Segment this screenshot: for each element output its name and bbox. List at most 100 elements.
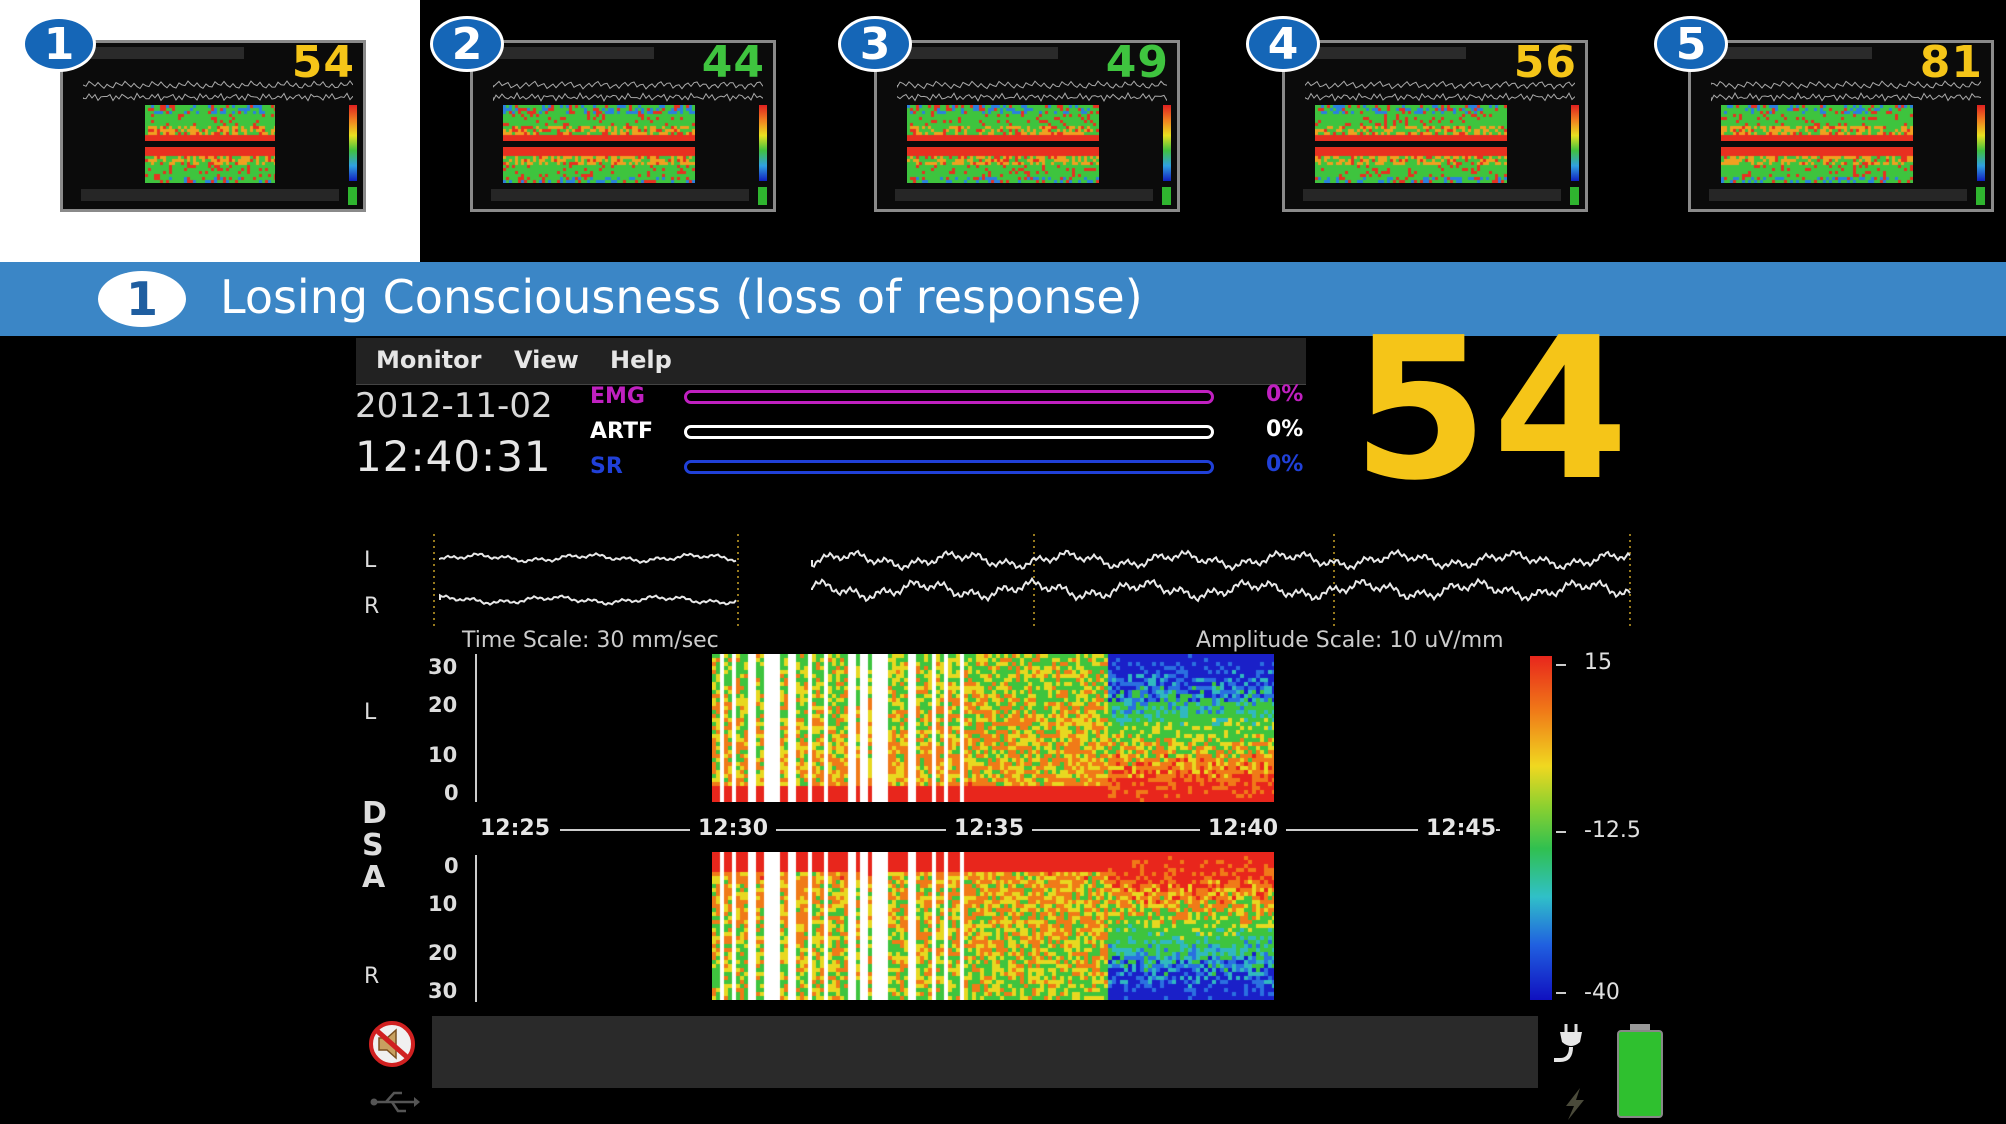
thumbnail-color-scale <box>1571 105 1579 181</box>
dsa-channel-right: R <box>364 964 379 989</box>
dsa-bottom-tick: 20 <box>428 941 457 965</box>
thumbnail-dsa <box>1721 105 1913 141</box>
thumbnail-dsa <box>145 105 275 141</box>
dsa-bottom-tick: 0 <box>444 854 459 878</box>
thumbnail-eeg-trace <box>493 77 763 105</box>
thumbnail-eeg-trace <box>1711 77 1981 105</box>
thumbnail-dsa <box>1315 105 1507 141</box>
dsa-bottom-tick: 30 <box>428 979 457 1003</box>
thumbnail-battery-icon <box>1162 187 1171 205</box>
dsa-color-scale-bar <box>1530 656 1552 1000</box>
thumbnail-color-scale <box>759 105 767 181</box>
dsa-letter-s: S <box>362 828 384 863</box>
eeg-trace-right <box>812 579 1630 601</box>
thumbnail-color-scale <box>1163 105 1171 181</box>
color-scale-tick-mark <box>1556 992 1566 994</box>
thumbnail-eeg-trace <box>1305 77 1575 105</box>
thumbnail-color-scale <box>1977 105 1985 181</box>
thumbnail-event-bar <box>1709 189 1967 201</box>
thumbnail-dsa <box>907 147 1099 183</box>
thumbnail-number-badge[interactable]: 1 <box>22 16 96 72</box>
color-scale-tick-mark <box>1556 664 1566 666</box>
thumbnail-color-scale <box>349 105 357 181</box>
dsa-top-tick: 30 <box>428 655 457 679</box>
thumbnail-battery-icon <box>758 187 767 205</box>
time-tick: 12:30 <box>690 816 776 841</box>
thumbnail-event-bar <box>491 189 749 201</box>
thumbnail-number-badge[interactable]: 3 <box>838 16 912 72</box>
psi-score: 54 <box>1352 312 1633 508</box>
thumbnail-event-bar <box>1303 189 1561 201</box>
dsa-bottom-tick: 10 <box>428 892 457 916</box>
emg-bar <box>684 390 1214 404</box>
thumbnail-dsa <box>503 147 695 183</box>
thumbnail-2[interactable]: 44 <box>470 40 776 212</box>
dsa-letter-a: A <box>362 860 385 895</box>
thumbnail-dsa <box>503 105 695 141</box>
thumbnail-number-badge[interactable]: 2 <box>430 16 504 72</box>
section-title: Losing Consciousness (loss of response) <box>220 270 1143 324</box>
section-number-badge: 1 <box>98 271 186 327</box>
thumbnail-dsa <box>145 147 275 183</box>
date-display: 2012-11-02 <box>355 386 553 426</box>
thumbnail-number-badge[interactable]: 4 <box>1246 16 1320 72</box>
thumbnail-eeg-trace <box>83 77 353 105</box>
time-tick: 12:25 <box>480 816 558 841</box>
artf-value: 0% <box>1266 417 1303 442</box>
color-scale-mid: -12.5 <box>1584 818 1641 843</box>
thumbnail-dsa <box>1315 147 1507 183</box>
eeg-trace-right <box>440 595 736 604</box>
menu-bar: Monitor View Help <box>356 338 1306 385</box>
thumbnail-eeg-trace <box>897 77 1167 105</box>
time-display: 12:40:31 <box>355 432 552 481</box>
amplitude-scale-label: Amplitude Scale: 10 uV/mm <box>1196 628 1504 653</box>
thumbnail-dsa <box>907 105 1099 141</box>
sr-label: SR <box>590 454 623 479</box>
dsa-top-tick: 0 <box>444 781 459 805</box>
eeg-channel-left: L <box>364 548 376 573</box>
lightning-icon <box>1560 1086 1590 1122</box>
dsa-spectrogram-right <box>712 852 1274 1000</box>
thumbnail-battery-icon <box>1570 187 1579 205</box>
time-tick: 12:40 <box>1200 816 1286 841</box>
usb-icon <box>370 1088 422 1116</box>
thumbnail-5[interactable]: 81 <box>1688 40 1994 212</box>
event-bar[interactable] <box>432 1016 1538 1088</box>
thumbnail-1[interactable]: 54 <box>60 40 366 212</box>
thumbnail-menu-bar <box>479 47 654 59</box>
thumbnail-battery-icon <box>1976 187 1985 205</box>
dsa-top-tick: 20 <box>428 693 457 717</box>
thumbnail-3[interactable]: 49 <box>874 40 1180 212</box>
power-plug-icon <box>1552 1020 1596 1066</box>
thumbnail-number-badge[interactable]: 5 <box>1654 16 1728 72</box>
dsa-letter-d: D <box>362 796 387 831</box>
speaker-muted-icon[interactable] <box>364 1020 420 1068</box>
menu-monitor[interactable]: Monitor <box>376 346 481 374</box>
battery-icon <box>1614 1022 1666 1120</box>
eeg-trace-left <box>812 550 1630 569</box>
color-scale-max: 15 <box>1584 650 1612 675</box>
thumbnail-event-bar <box>81 189 339 201</box>
menu-view[interactable]: View <box>514 346 579 374</box>
sr-bar <box>684 460 1214 474</box>
eeg-trace-left <box>440 553 736 563</box>
thumbnail-event-bar <box>895 189 1153 201</box>
color-scale-tick-mark <box>1556 831 1566 833</box>
eeg-channel-right: R <box>364 594 379 619</box>
time-tick: 12:45 <box>1418 816 1496 841</box>
dsa-spectrogram-left <box>712 654 1274 802</box>
thumbnail-4[interactable]: 56 <box>1282 40 1588 212</box>
emg-label: EMG <box>590 384 645 409</box>
time-tick: 12:35 <box>946 816 1032 841</box>
eeg-waveform <box>430 534 1640 634</box>
section-title-bar: 1 Losing Consciousness (loss of response… <box>0 262 2006 336</box>
artf-bar <box>684 425 1214 439</box>
dsa-top-tick: 10 <box>428 743 457 767</box>
artf-label: ARTF <box>590 419 653 444</box>
color-scale-min: -40 <box>1584 980 1620 1005</box>
dsa-channel-left: L <box>364 700 376 725</box>
sr-value: 0% <box>1266 452 1303 477</box>
emg-value: 0% <box>1266 382 1303 407</box>
menu-help[interactable]: Help <box>610 346 672 374</box>
thumbnail-dsa <box>1721 147 1913 183</box>
